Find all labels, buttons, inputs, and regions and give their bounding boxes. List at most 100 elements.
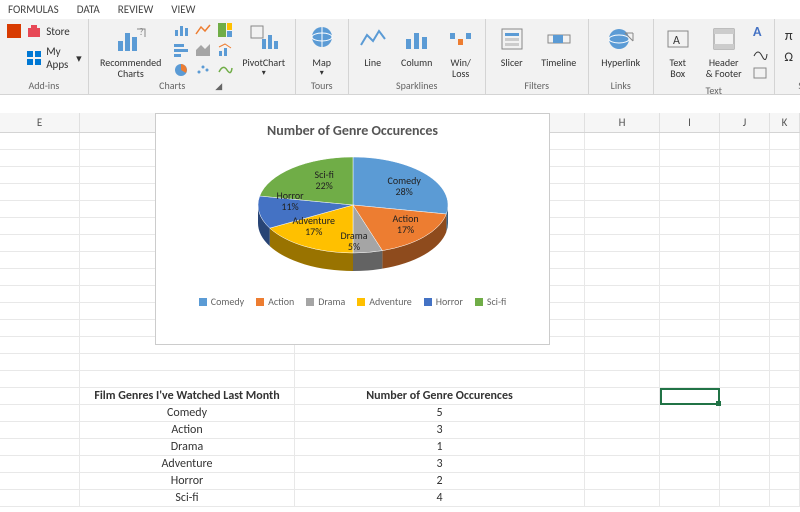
cell[interactable]: [295, 354, 585, 371]
cell[interactable]: Adventure: [80, 456, 295, 473]
cell[interactable]: [770, 150, 800, 167]
cell[interactable]: [0, 337, 80, 354]
symbol-button[interactable]: Ω Symbol: [781, 47, 800, 67]
cell[interactable]: [585, 201, 660, 218]
cell[interactable]: [660, 303, 720, 320]
store-button[interactable]: Store: [26, 21, 82, 41]
cell[interactable]: Sci-fi: [80, 490, 295, 507]
cell[interactable]: [720, 269, 770, 286]
chart-column-icon[interactable]: [171, 21, 191, 39]
cell[interactable]: [0, 150, 80, 167]
cell[interactable]: [720, 422, 770, 439]
recommended-charts-button[interactable]: ? Recommended Charts: [95, 21, 167, 79]
signature-icon[interactable]: [752, 44, 768, 63]
cell[interactable]: [770, 303, 800, 320]
cell[interactable]: [0, 490, 80, 507]
cell[interactable]: [720, 252, 770, 269]
cell[interactable]: [585, 456, 660, 473]
cell[interactable]: [660, 269, 720, 286]
cell[interactable]: [720, 371, 770, 388]
cell[interactable]: [720, 235, 770, 252]
cell[interactable]: [585, 337, 660, 354]
cell[interactable]: [660, 388, 720, 405]
embedded-chart[interactable]: Number of Genre Occurences Comedy28%Acti…: [155, 113, 550, 345]
cell[interactable]: [660, 405, 720, 422]
object-icon[interactable]: [752, 65, 768, 84]
cell[interactable]: [720, 201, 770, 218]
cell[interactable]: Drama: [80, 439, 295, 456]
cell[interactable]: [770, 439, 800, 456]
cell[interactable]: [770, 286, 800, 303]
cell[interactable]: [660, 184, 720, 201]
cell[interactable]: [770, 371, 800, 388]
sparkline-winloss-button[interactable]: Win/ Loss: [443, 21, 479, 79]
cell[interactable]: [295, 371, 585, 388]
cell[interactable]: [720, 133, 770, 150]
cell[interactable]: [720, 354, 770, 371]
cell[interactable]: [585, 184, 660, 201]
equation-button[interactable]: π Equation ▾: [781, 25, 800, 45]
cell[interactable]: [0, 456, 80, 473]
cell[interactable]: [720, 218, 770, 235]
cell[interactable]: [720, 150, 770, 167]
dialog-launcher-charts[interactable]: ◢: [215, 81, 224, 92]
cell[interactable]: [660, 490, 720, 507]
cell[interactable]: [720, 456, 770, 473]
cell[interactable]: [660, 354, 720, 371]
cell[interactable]: [0, 405, 80, 422]
cell[interactable]: [0, 252, 80, 269]
tab-review[interactable]: REVIEW: [118, 3, 154, 16]
chart-surface-icon[interactable]: [215, 61, 235, 79]
chart-combo-icon[interactable]: [215, 41, 235, 59]
cell[interactable]: [0, 388, 80, 405]
wordart-icon[interactable]: A: [752, 23, 768, 42]
cell[interactable]: [770, 235, 800, 252]
cell[interactable]: [660, 286, 720, 303]
cell[interactable]: [80, 354, 295, 371]
cell[interactable]: [660, 150, 720, 167]
addins-dropdown[interactable]: [6, 21, 22, 39]
cell[interactable]: [770, 473, 800, 490]
cell[interactable]: [720, 490, 770, 507]
cell[interactable]: [585, 235, 660, 252]
cell[interactable]: [0, 269, 80, 286]
cell[interactable]: [585, 218, 660, 235]
cell[interactable]: [770, 184, 800, 201]
col-header-J[interactable]: J: [720, 113, 770, 132]
cell[interactable]: [660, 235, 720, 252]
cell[interactable]: [0, 218, 80, 235]
cell[interactable]: [770, 456, 800, 473]
cell[interactable]: [585, 473, 660, 490]
cell[interactable]: [0, 422, 80, 439]
cell[interactable]: Film Genres I've Watched Last Month: [80, 388, 295, 405]
chart-scatter-icon[interactable]: [193, 61, 213, 79]
chart-line-icon[interactable]: [193, 21, 213, 39]
cell[interactable]: [585, 303, 660, 320]
cell[interactable]: [0, 303, 80, 320]
cell[interactable]: [770, 252, 800, 269]
cell[interactable]: Action: [80, 422, 295, 439]
cell[interactable]: [660, 439, 720, 456]
sparkline-column-button[interactable]: Column: [395, 21, 439, 68]
cell[interactable]: [660, 473, 720, 490]
tab-data[interactable]: DATA: [77, 3, 100, 16]
cell[interactable]: [720, 405, 770, 422]
cell[interactable]: [585, 490, 660, 507]
cell[interactable]: [720, 439, 770, 456]
myapps-button[interactable]: My Apps ▾: [26, 43, 82, 73]
cell[interactable]: 5: [295, 405, 585, 422]
cell[interactable]: [770, 320, 800, 337]
textbox-button[interactable]: A Text Box: [660, 21, 696, 79]
timeline-button[interactable]: Timeline: [536, 21, 582, 68]
cell[interactable]: [770, 201, 800, 218]
cell[interactable]: [585, 320, 660, 337]
sparkline-line-button[interactable]: Line: [355, 21, 391, 68]
cell[interactable]: [720, 167, 770, 184]
cell[interactable]: [770, 405, 800, 422]
cell[interactable]: [585, 439, 660, 456]
cell[interactable]: [0, 473, 80, 490]
cell[interactable]: [660, 252, 720, 269]
cell[interactable]: [0, 320, 80, 337]
cell[interactable]: [0, 235, 80, 252]
cell[interactable]: [585, 371, 660, 388]
